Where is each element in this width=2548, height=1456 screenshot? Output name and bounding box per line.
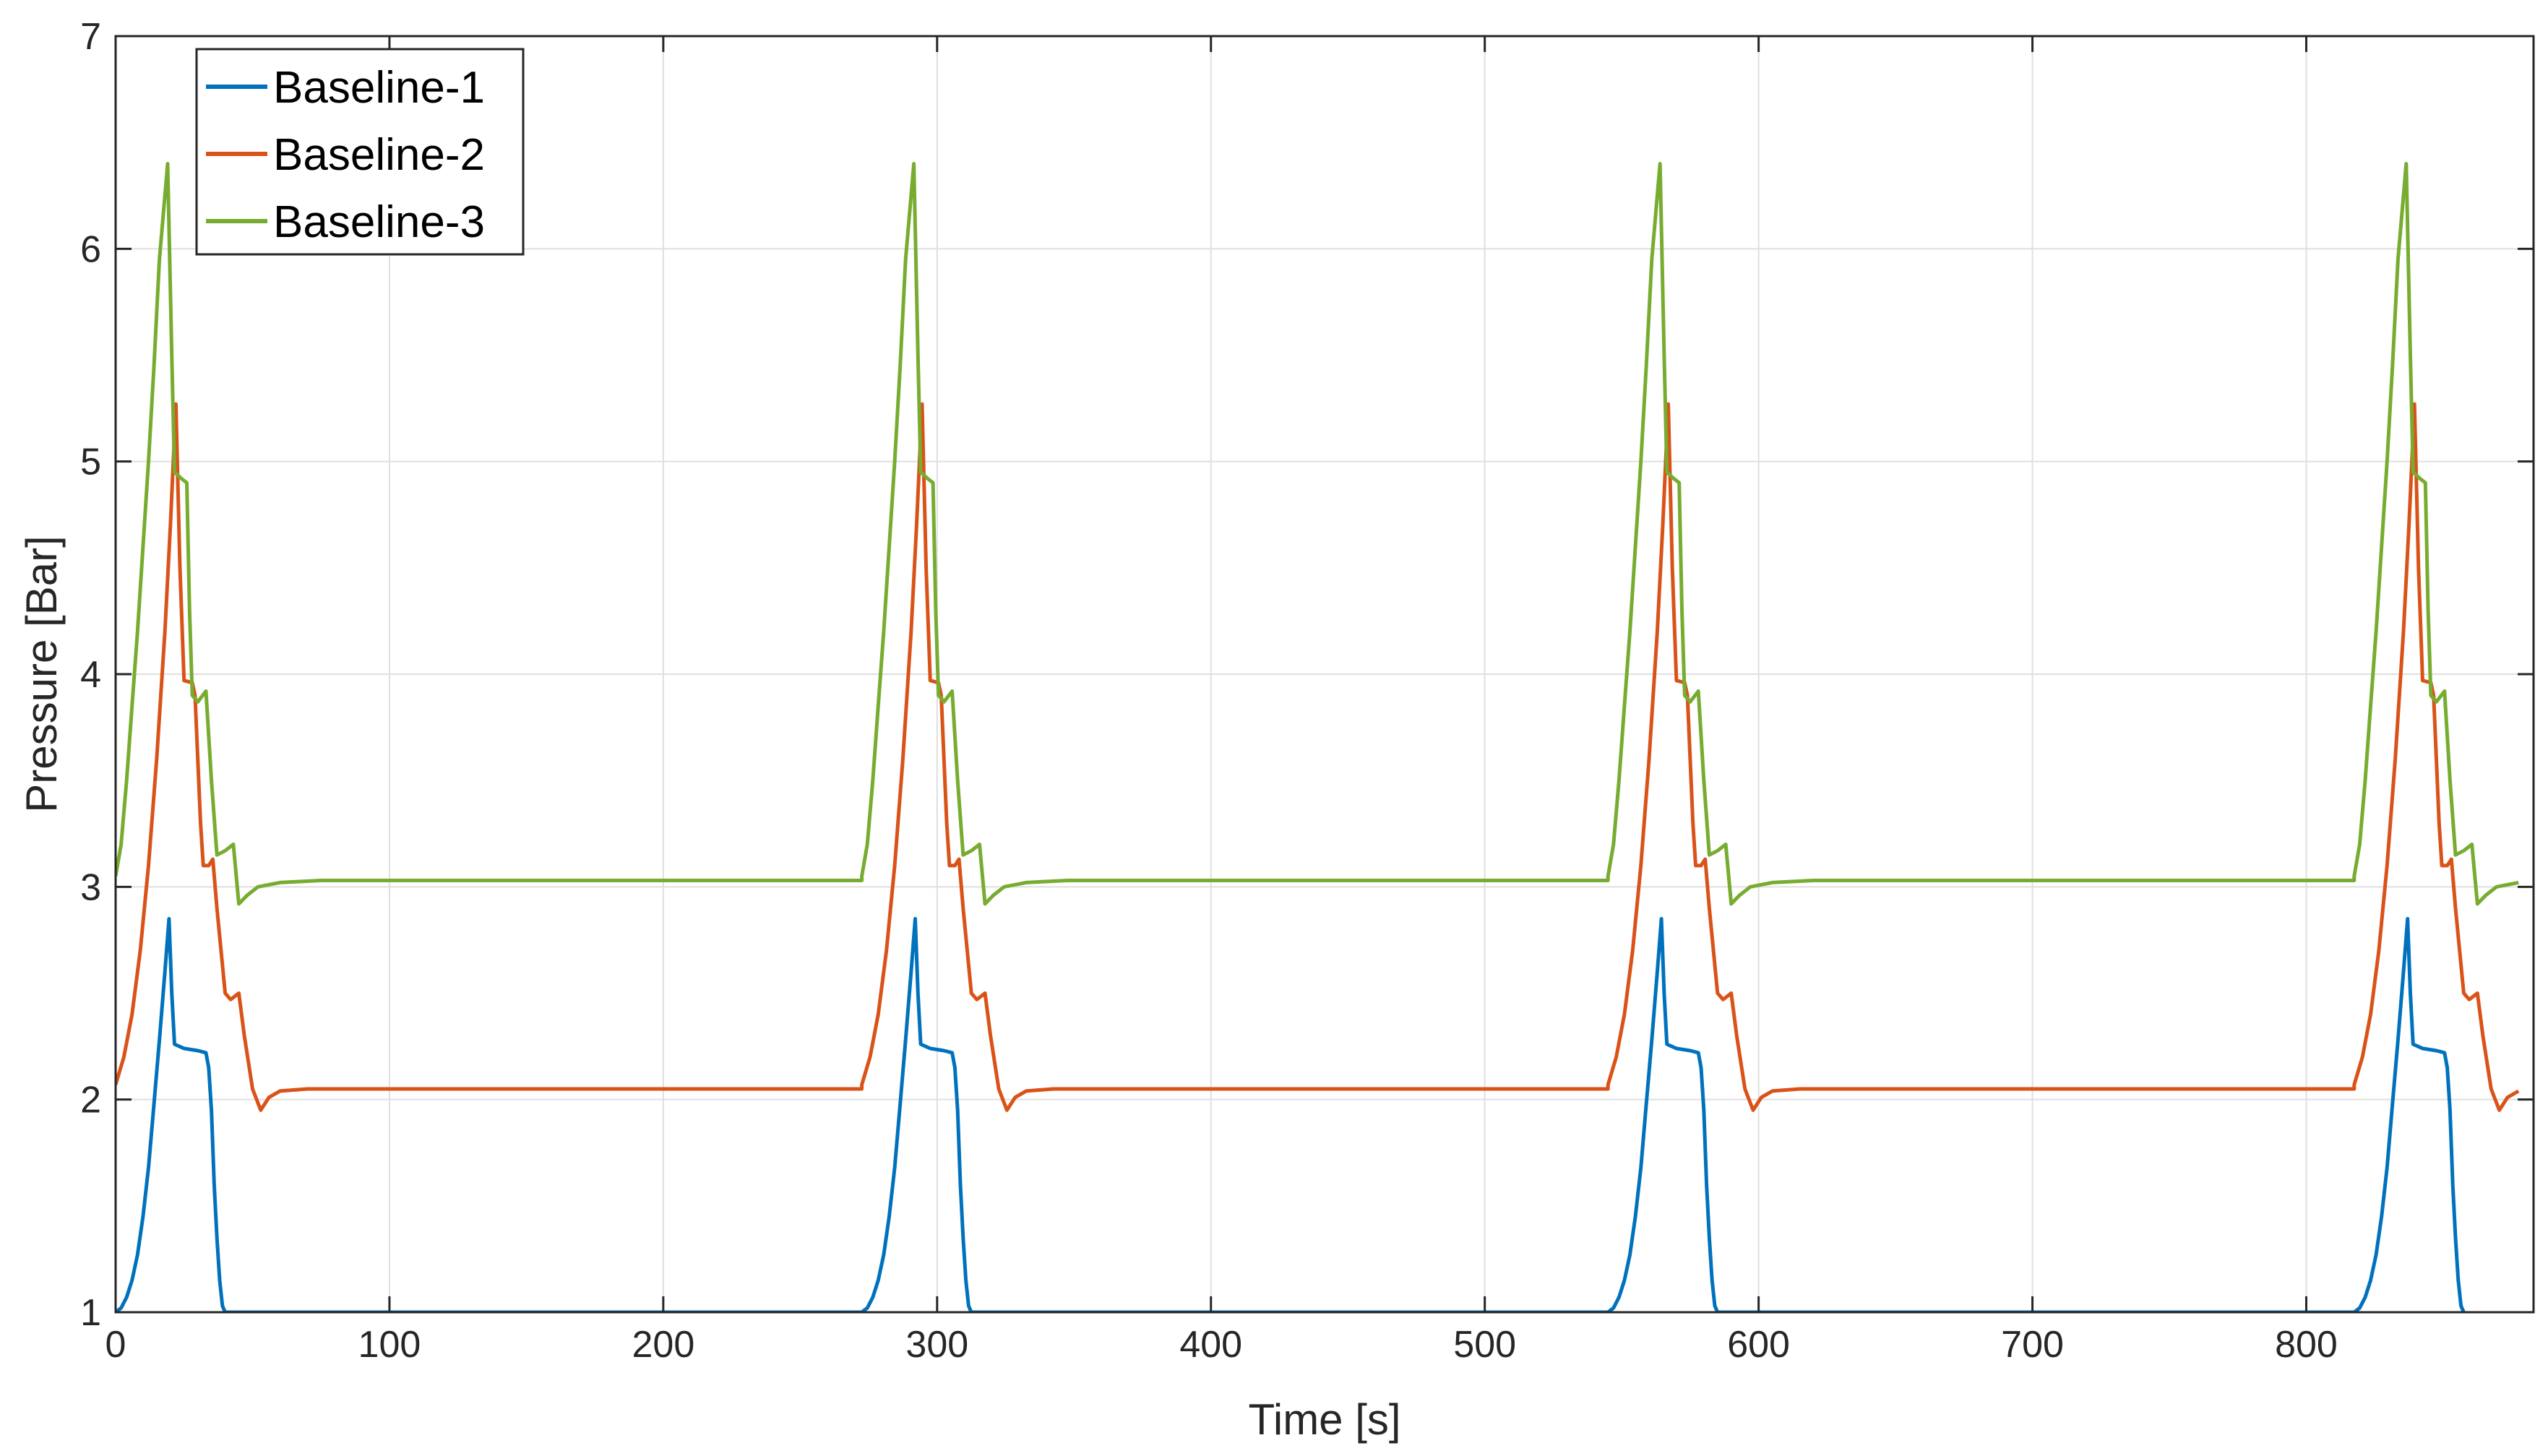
series-line-baseline-2 (116, 402, 2520, 1112)
y-tick-label: 2 (80, 1080, 101, 1121)
y-tick-label: 1 (80, 1292, 101, 1334)
y-tick-label: 3 (80, 866, 101, 908)
tick-labels: 0 100 200 300 400 500 600 700 800 1 2 3 4 5 6 7 (80, 16, 2338, 1366)
y-tick-label: 7 (80, 16, 101, 58)
x-tick-label: 300 (905, 1324, 968, 1366)
tick-marks (114, 35, 2534, 1314)
series-group (116, 162, 2520, 1312)
x-tick-label: 500 (1453, 1324, 1516, 1366)
legend-label-baseline-3: Baseline-3 (273, 197, 485, 247)
legend-label-baseline-1: Baseline-1 (273, 63, 485, 113)
legend-label-baseline-2: Baseline-2 (273, 130, 485, 180)
x-tick-label: 600 (1727, 1324, 1790, 1366)
x-axis-label: Time [s] (1248, 1395, 1400, 1444)
y-tick-label: 5 (80, 441, 101, 483)
x-tick-label: 200 (632, 1324, 694, 1366)
x-tick-label: 0 (106, 1324, 126, 1366)
x-tick-label: 700 (2001, 1324, 2064, 1366)
y-axis-label: Pressure [Bar] (17, 535, 66, 812)
x-tick-label: 400 (1179, 1324, 1242, 1366)
y-tick-label: 4 (80, 654, 101, 696)
x-tick-label: 800 (2275, 1324, 2338, 1366)
series-line-baseline-1 (116, 917, 2466, 1312)
series-line-baseline-3 (116, 162, 2519, 906)
y-tick-label: 6 (80, 228, 101, 270)
x-tick-label: 100 (358, 1324, 421, 1366)
legend: Baseline-1 Baseline-2 Baseline-3 (195, 48, 525, 256)
